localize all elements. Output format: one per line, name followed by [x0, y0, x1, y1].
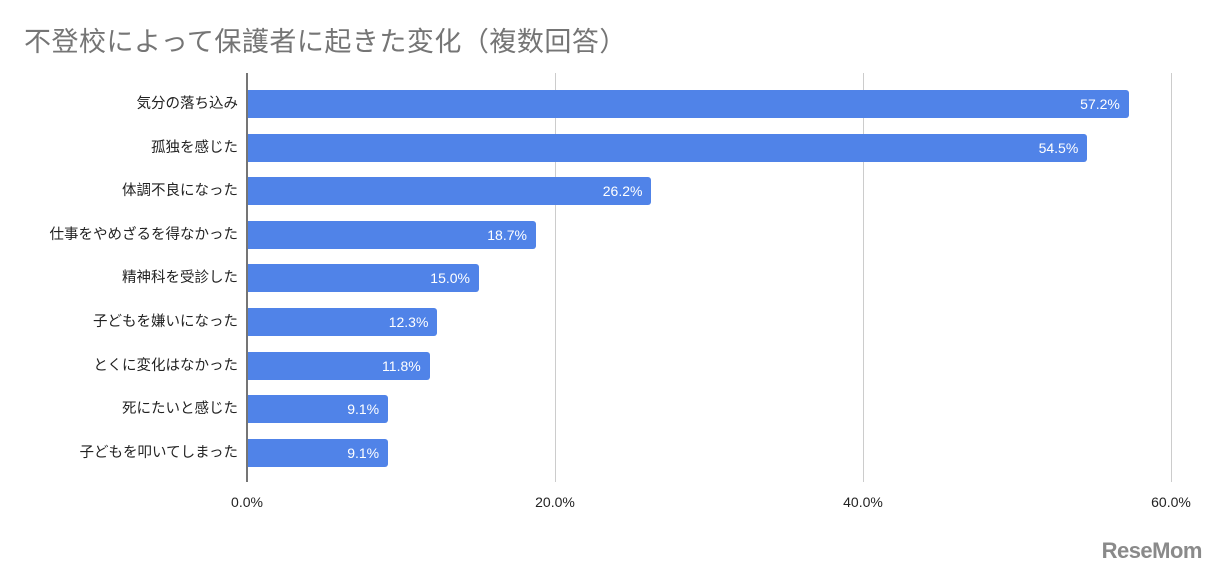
bar-value-label: 9.1%: [347, 444, 380, 461]
bar-value-label: 57.2%: [1080, 96, 1120, 112]
bar-value-label: 12.3%: [388, 314, 429, 330]
bar: 54.5%: [248, 133, 1088, 162]
bar: 9.1%: [248, 438, 389, 467]
category-label: 気分の落ち込み: [136, 96, 239, 112]
resemom-logo: ReseMom: [1101, 538, 1203, 563]
bar: 15.0%: [248, 264, 479, 293]
x-tick-label: 40.0%: [843, 494, 883, 510]
gridline-20: [555, 73, 556, 482]
bar: 26.2%: [248, 177, 652, 206]
category-label: 孤独を感じた: [151, 139, 238, 156]
x-tick-label: 0.0%: [231, 494, 263, 510]
category-label: 子どもを嫌いになった: [93, 314, 238, 330]
bar: 18.7%: [248, 220, 536, 249]
x-tick-label: 20.0%: [535, 494, 575, 510]
category-label: 子どもを叩いてしまった: [79, 444, 238, 461]
bar: 11.8%: [248, 351, 430, 380]
y-axis-line: [246, 73, 248, 482]
category-label: 仕事をやめざるを得なかった: [49, 226, 239, 243]
bar-value-label: 9.1%: [347, 401, 380, 418]
bar-value-label: 26.2%: [602, 183, 643, 200]
category-label: 体調不良になった: [122, 183, 238, 200]
chart-title: 不登校によって保護者に起きた変化（複数回答）: [24, 27, 627, 58]
bar-value-label: 18.7%: [487, 226, 527, 243]
bar-value-label: 54.5%: [1038, 139, 1079, 156]
bar-value-label: 15.0%: [430, 270, 470, 287]
category-label: 精神科を受診した: [122, 270, 238, 287]
category-label: とくに変化はなかった: [93, 357, 238, 374]
gridline-60: [1171, 73, 1172, 482]
x-tick-label: 60.0%: [1151, 494, 1191, 510]
category-label: 死にたいと感じた: [122, 401, 238, 418]
bar: 9.1%: [248, 395, 389, 424]
bar-value-label: 11.8%: [382, 357, 421, 374]
bar: 57.2%: [248, 90, 1129, 118]
bar: 12.3%: [248, 308, 438, 336]
gridline-40: [863, 73, 864, 482]
